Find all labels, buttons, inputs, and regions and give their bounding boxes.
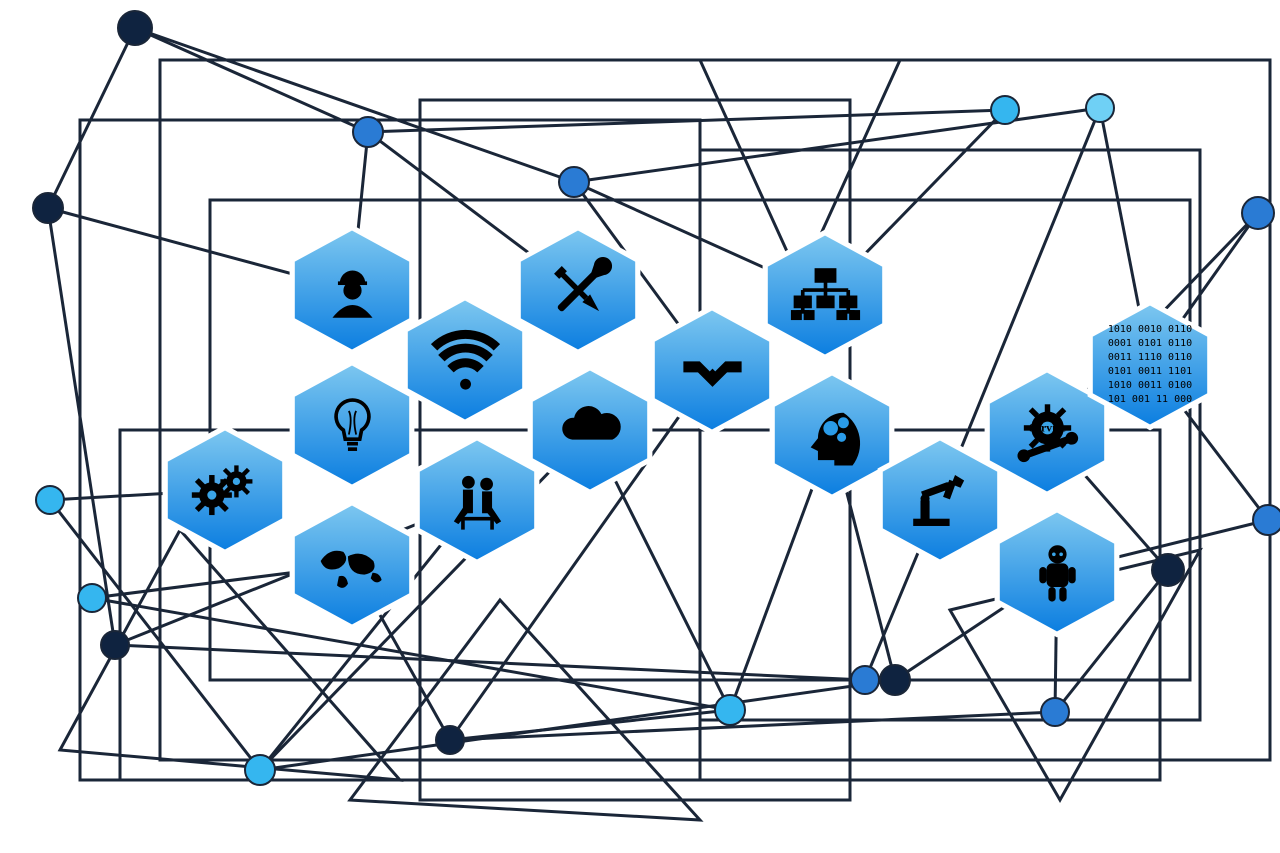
robot-arm-icon (895, 448, 986, 553)
hex-tools (513, 215, 643, 365)
hex-people (412, 425, 542, 575)
world-map-icon (307, 513, 398, 618)
binary-text: 1010 0010 0110 0001 0101 0110 0011 1110 … (1108, 323, 1192, 407)
org-chart-icon (780, 243, 871, 348)
people-icon (432, 448, 523, 553)
hex-cloud (525, 355, 655, 505)
worker-icon (307, 238, 398, 343)
cloud-icon (545, 378, 636, 483)
robot-icon (1012, 520, 1103, 625)
hex-handshake (647, 295, 777, 445)
hex-wifi (400, 285, 530, 435)
hex-world-map (287, 490, 417, 640)
service-icon (1002, 380, 1093, 485)
handshake-icon (667, 318, 758, 423)
hex-org-chart (760, 220, 890, 370)
tools-icon (533, 238, 624, 343)
hex-lightbulb (287, 350, 417, 500)
gears-icon (180, 438, 271, 543)
hex-robot (992, 497, 1122, 647)
hex-gears (160, 415, 290, 565)
ai-head-icon (787, 383, 878, 488)
wifi-icon (420, 308, 511, 413)
hex-binary: 1010 0010 0110 0001 0101 0110 0011 1110 … (1085, 290, 1215, 440)
lightbulb-icon (307, 373, 398, 478)
hex-worker (287, 215, 417, 365)
binary-icon: 1010 0010 0110 0001 0101 0110 0011 1110 … (1105, 313, 1196, 418)
